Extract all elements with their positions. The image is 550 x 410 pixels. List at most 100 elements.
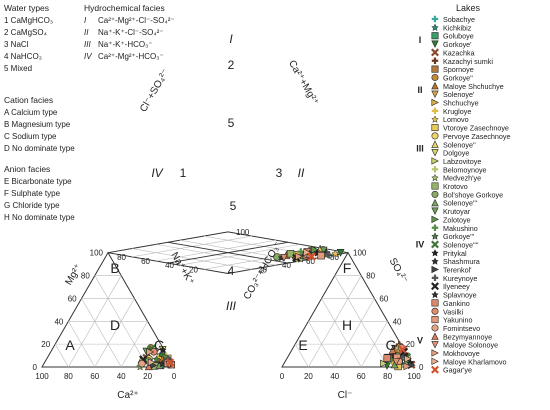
mg-tick-label: 40 <box>54 317 63 326</box>
lake-name: Solenoye' <box>443 90 475 99</box>
cation-triangle-gridline <box>94 275 148 368</box>
cation-data-point <box>165 358 175 367</box>
anion-data-point <box>392 358 401 366</box>
lake-marker <box>431 324 439 332</box>
lake-marker <box>431 365 439 374</box>
lake-name: Krotovo <box>443 182 468 191</box>
cation-facies-legend: Cation facies A Calcium type B Magnesium… <box>4 95 75 153</box>
diamond-data-point <box>319 246 328 255</box>
lake-marker <box>431 282 439 291</box>
facies-num-2: II <box>84 28 89 37</box>
diamond-type-5: 5 <box>228 116 235 130</box>
diamond-type-1: 1 <box>180 166 187 180</box>
lake-marker <box>431 316 439 324</box>
anion-triangle-outline <box>281 251 415 368</box>
cation-facies-d: D No dominate type <box>4 144 75 153</box>
ca-tick-label: 40 <box>117 372 126 381</box>
lake-name: Vasilki <box>443 307 464 316</box>
cl-axis-title: Cl⁻ <box>338 390 353 401</box>
diamond-data-point <box>295 252 304 261</box>
lake-marker <box>431 140 439 148</box>
lake-marker <box>431 299 439 307</box>
lake-name: Makushino <box>443 224 478 233</box>
diamond-type-2: 2 <box>228 58 235 72</box>
lake-marker <box>431 166 439 173</box>
cation-facies-b: B Magnesium type <box>4 120 71 129</box>
so4-tick-label: 60 <box>379 294 388 303</box>
cl-tick-label: 60 <box>357 372 366 381</box>
lake-name: Terenkol' <box>443 266 472 275</box>
lake-name: Sobachye <box>443 15 475 24</box>
lake-marker <box>431 48 439 57</box>
lake-marker <box>431 107 439 115</box>
cation-facies-c: C Sodium type <box>4 132 57 141</box>
hydrochemical-facies-legend: Hydrochemical facies I Ca²⁺-Mg²⁺-Cl⁻-SO₄… <box>84 3 175 61</box>
lake-marker <box>431 149 439 157</box>
lake-marker <box>431 290 439 299</box>
lake-marker <box>431 341 439 349</box>
lake-name: Bol'shoye Gorkoye <box>443 190 503 199</box>
lake-name: Kureynoye <box>443 274 477 283</box>
lake-name: Gankino <box>443 299 470 308</box>
lake-group-label: II <box>417 85 422 95</box>
lake-marker <box>431 57 439 64</box>
lake-name: Mokhovoye <box>443 349 480 358</box>
diamond-facies-i: I <box>229 32 233 46</box>
facies-text-1: Ca²⁺-Mg²⁺-Cl⁻-SO₄²⁻ <box>98 16 175 25</box>
lake-marker <box>431 23 439 32</box>
lake-name: Kazachyi sumki <box>443 57 493 66</box>
lakes-title: Lakes <box>456 3 481 13</box>
lake-name: Kazachka <box>443 48 475 57</box>
clso4-axis-title: Cl⁻+SO₄²⁻ <box>138 67 171 114</box>
clso4-tick-label: 60 <box>141 257 150 266</box>
diamond-data-point <box>311 245 319 254</box>
lake-name: Labzovitoye <box>443 157 481 166</box>
water-type-3: 3 NaCl <box>4 40 29 49</box>
lake-name: Solenoye''' <box>443 199 478 208</box>
anion-facies-f: F Sulphate type <box>4 189 61 198</box>
ca-tick-label: 0 <box>172 372 177 381</box>
lake-group-label: I <box>419 35 422 45</box>
ca-tick-label: 20 <box>143 372 152 381</box>
cation-triangle-gridline <box>94 298 135 368</box>
cation-triangle-gridline <box>54 343 69 368</box>
clso4-tick-label: 80 <box>117 253 126 262</box>
facies-text-3: Na⁺-K⁺-HCO₃⁻ <box>98 40 153 49</box>
diagram-data-points <box>136 244 416 371</box>
lake-marker <box>431 232 439 240</box>
lakes-legend: SobachyeKichkibizGoluboyeGorkoye'Kazachk… <box>416 15 511 375</box>
cation-triangle-outline <box>41 251 175 368</box>
so4-tick-label: 40 <box>393 317 402 326</box>
lake-marker <box>431 249 439 257</box>
camg-tick-label: 20 <box>258 265 267 274</box>
lake-marker <box>431 332 439 340</box>
diamond-data-point <box>297 248 305 256</box>
lake-marker <box>431 115 439 123</box>
lake-marker <box>431 65 439 73</box>
anion-data-point <box>388 345 397 354</box>
diamond-data-point <box>303 248 312 257</box>
lake-name: Shchuchye <box>443 99 479 108</box>
lake-name: Gorkoye''' <box>443 232 475 241</box>
clso4-tick-label: 40 <box>165 261 174 270</box>
zone-label-f: F <box>343 260 352 276</box>
lake-marker <box>431 274 439 282</box>
anion-triangle-gridline <box>294 343 309 368</box>
lake-name: Bezymyannoye <box>443 332 492 341</box>
zone-label-a: A <box>65 337 75 353</box>
diamond-data-point <box>286 250 295 258</box>
anion-triangle-gridline <box>321 298 362 368</box>
lake-name: Vtoroye Zasechnoye <box>443 124 509 133</box>
anion-triangle-gridline <box>334 298 375 368</box>
facies-text-4: Ca²⁺-Mg²⁺-HCO₃⁻ <box>98 52 164 61</box>
diamond-outline <box>107 231 349 274</box>
ca-tick-label: 80 <box>64 372 73 381</box>
lake-name: Maloye Shchuchye <box>443 82 504 91</box>
lake-name: Pritykal <box>443 249 467 258</box>
lake-name: Splavnoye <box>443 291 477 300</box>
cation-data-point <box>144 362 153 371</box>
anion-facies-e: E Bicarbonate type <box>4 177 72 186</box>
anion-triangle-gridline <box>334 275 388 368</box>
lake-marker <box>431 132 439 140</box>
